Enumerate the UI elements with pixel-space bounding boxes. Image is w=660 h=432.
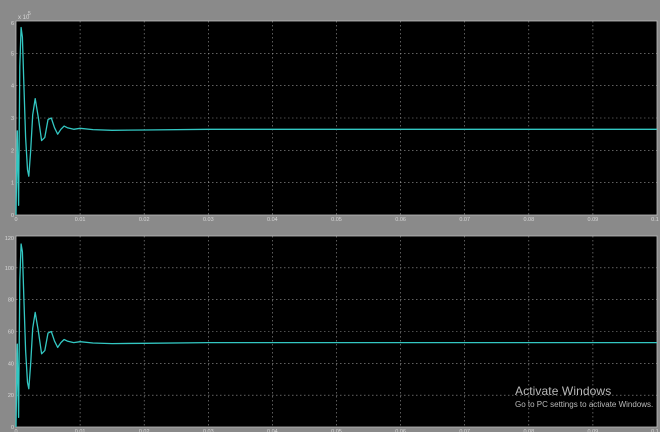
plot1-axes-frame	[15, 20, 658, 216]
plot2-xtick-label: 0.08	[523, 429, 534, 432]
plot1-ytick-label: 5	[11, 51, 14, 57]
plot1-xtick-label: 0.05	[331, 217, 342, 223]
plot2-axes-frame	[15, 235, 658, 428]
plot2-ytick-label: 20	[8, 393, 14, 399]
plot1-xtick-label: 0.03	[203, 217, 214, 223]
plot1-ytick-label: 1	[11, 181, 14, 187]
plot1-xtick-label: 0.08	[523, 217, 534, 223]
plot2-ytick-label: 120	[5, 236, 14, 242]
plot2-xtick-label: 0.1	[651, 429, 659, 432]
plot1-xtick-label: 0.09	[588, 217, 599, 223]
plot1-xtick-label: 0.04	[267, 217, 278, 223]
plot2-xtick-label: 0.04	[267, 429, 278, 432]
plot2-xtick-label: 0.06	[395, 429, 406, 432]
plot2-ytick-label: 80	[8, 298, 14, 304]
plot2-xtick-label: 0.05	[331, 429, 342, 432]
plot2-xtick-label: 0	[14, 429, 17, 432]
plot2-xtick-label: 0.02	[139, 429, 150, 432]
plot1-ytick-label: 4	[11, 84, 14, 90]
plot1-xtick-label: 0.02	[139, 217, 150, 223]
plot2-series-1-line	[15, 243, 657, 428]
plot1-xtick-label: 0.07	[459, 217, 470, 223]
plot1-ytick-label: 2	[11, 148, 14, 154]
plot2-xtick-label: 0.07	[459, 429, 470, 432]
plot1-series-1-line	[15, 26, 657, 216]
plot1-xtick-label: 0	[14, 217, 17, 223]
plot2-xtick-label: 0.01	[75, 429, 86, 432]
plot2-ytick-label: 100	[5, 266, 14, 272]
plot1-exponent-power: 5	[28, 11, 31, 17]
plot1-ytick-label: 0	[11, 213, 14, 219]
plot2-xtick-label: 0.09	[588, 429, 599, 432]
plot1-exponent-label: x 10	[18, 15, 30, 21]
plot1-xtick-label: 0.1	[651, 217, 659, 223]
plot2-xtick-label: 0.03	[203, 429, 214, 432]
plot2-ytick-label: 0	[11, 425, 14, 431]
plot1-ytick-label: 6	[11, 21, 14, 27]
plot2-ytick-label: 40	[8, 361, 14, 367]
plot2-ytick-label: 60	[8, 330, 14, 336]
plot1-xtick-label: 0.06	[395, 217, 406, 223]
plot1-ytick-label: 3	[11, 116, 14, 122]
plot1-xtick-label: 0.01	[75, 217, 86, 223]
